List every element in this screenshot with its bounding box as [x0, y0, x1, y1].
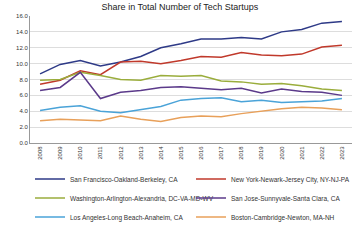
svg-text:2014: 2014: [158, 146, 164, 160]
svg-text:2023: 2023: [339, 146, 345, 160]
svg-text:2018: 2018: [238, 146, 244, 160]
svg-text:2009: 2009: [57, 146, 63, 160]
svg-text:Share in Total Number of Tech: Share in Total Number of Tech Startups: [102, 2, 259, 12]
svg-text:2015: 2015: [178, 146, 184, 160]
svg-text:12.0: 12.0: [16, 45, 28, 51]
svg-text:San Francisco-Oakland-Berkeley: San Francisco-Oakland-Berkeley, CA: [70, 176, 178, 184]
svg-text:Los Angeles-Long Beach-Anaheim: Los Angeles-Long Beach-Anaheim, CA: [70, 214, 183, 222]
svg-text:2016: 2016: [198, 146, 204, 160]
svg-text:Washington-Arlington-Alexandri: Washington-Arlington-Alexandria, DC-VA-M…: [70, 195, 214, 203]
svg-text:2013: 2013: [138, 146, 144, 160]
svg-text:2019: 2019: [258, 146, 264, 160]
svg-text:2012: 2012: [118, 146, 124, 160]
svg-text:14.0: 14.0: [16, 29, 28, 35]
svg-text:6.0: 6.0: [19, 92, 28, 98]
svg-text:2017: 2017: [218, 146, 224, 160]
svg-text:2008: 2008: [37, 146, 43, 160]
svg-text:16.0: 16.0: [16, 13, 28, 19]
svg-text:2021: 2021: [299, 146, 305, 160]
svg-text:Boston-Cambridge-Newton, MA-NH: Boston-Cambridge-Newton, MA-NH: [231, 214, 335, 222]
svg-text:San Jose-Sunnyvale-Santa Clara: San Jose-Sunnyvale-Santa Clara, CA: [231, 195, 340, 203]
svg-text:New York-Newark-Jersey City, N: New York-Newark-Jersey City, NY-NJ-PA: [231, 176, 350, 184]
svg-text:2020: 2020: [279, 146, 285, 160]
svg-text:2010: 2010: [77, 146, 83, 160]
svg-text:8.0: 8.0: [19, 77, 28, 83]
svg-text:4.0: 4.0: [19, 108, 28, 114]
svg-text:0.0: 0.0: [19, 140, 28, 146]
svg-text:2.0: 2.0: [19, 124, 28, 130]
svg-text:2011: 2011: [97, 146, 103, 160]
svg-text:2022: 2022: [319, 146, 325, 160]
svg-text:10.0: 10.0: [16, 61, 28, 67]
